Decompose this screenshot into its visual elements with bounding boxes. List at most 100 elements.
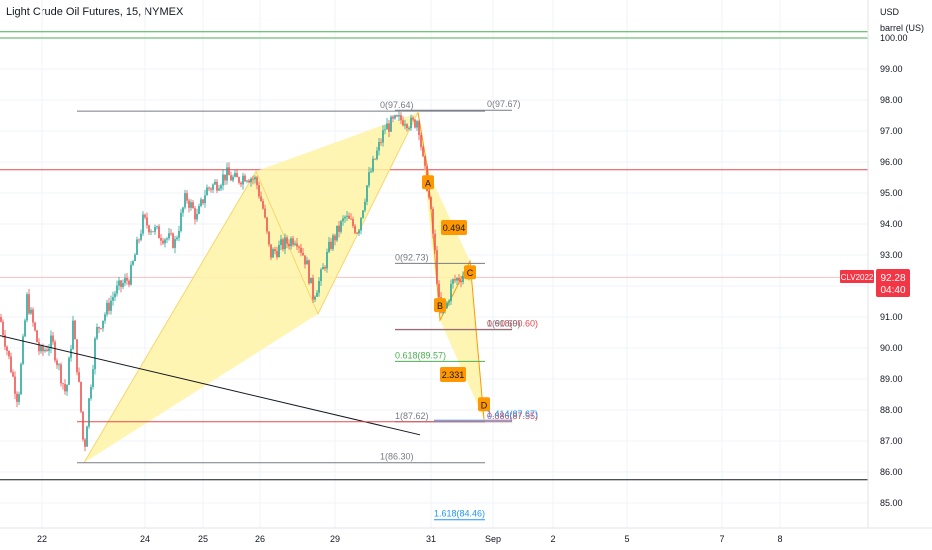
pattern-triangle (84, 171, 318, 463)
candle-body (292, 238, 294, 245)
candle-body (66, 384, 68, 392)
candle-body (120, 280, 122, 287)
candle-body (82, 411, 84, 440)
y-tick-label: 97.00 (880, 126, 903, 136)
candle-body (434, 233, 436, 251)
candle-body (158, 226, 160, 239)
candle-body (346, 215, 348, 217)
point-label-b: B (437, 301, 443, 311)
candle-body (126, 277, 128, 281)
price-badge-bg (876, 269, 910, 297)
candle-body (92, 369, 94, 387)
candle-body (40, 346, 42, 352)
candle-body (58, 364, 60, 366)
candle-body (118, 280, 120, 286)
candle-body (2, 321, 4, 335)
x-tick-label: 8 (777, 534, 782, 544)
candle-body (154, 227, 156, 232)
price-badge-value: 92.28 (880, 273, 905, 284)
candle-body (400, 115, 402, 121)
candle-body (210, 188, 212, 190)
candle-body (86, 426, 88, 447)
candle-body (302, 252, 304, 256)
candle-body (18, 394, 20, 402)
candle-body (360, 217, 362, 231)
candle-body (348, 215, 350, 219)
candle-body (182, 207, 184, 213)
grid-layer (0, 0, 868, 528)
fib-label: 0.886(87.55) (487, 411, 538, 421)
candle-body (410, 117, 412, 129)
candle-body (236, 173, 238, 178)
candle-body (428, 191, 430, 198)
y-tick-label: 87.00 (880, 436, 903, 446)
point-label-c: C (467, 268, 474, 278)
ratio-badge-text: 2.331 (442, 370, 465, 380)
candle-body (36, 330, 38, 343)
candle-body (338, 225, 340, 232)
candle-body (156, 226, 158, 228)
candle-body (144, 214, 146, 218)
candle-body (368, 172, 370, 186)
candle-body (72, 320, 74, 349)
candle-body (452, 279, 454, 284)
candle-body (176, 237, 178, 240)
candle-body (102, 320, 104, 329)
candle-body (94, 338, 96, 370)
candle-body (380, 142, 382, 143)
y-tick-label: 95.00 (880, 188, 903, 198)
candle-body (330, 241, 332, 249)
candle-body (432, 208, 434, 234)
fib-levels: 0(97.64) 0(97.67) 0(92.73) 0.618(90.60)1(90… (77, 99, 538, 521)
candle-body (204, 195, 206, 204)
candle-body (202, 199, 204, 204)
last-price-badge: CLV2022 92.28 04:40 (840, 269, 910, 297)
trend-lines (0, 335, 421, 436)
symbol-badge-text: CLV2022 (841, 273, 874, 282)
candle-body (460, 280, 462, 283)
candle-body (112, 297, 114, 301)
candle-body (372, 158, 374, 172)
y-tick-label: 100.00 (880, 33, 908, 43)
candle-body (282, 239, 284, 250)
candle-body (390, 116, 392, 132)
candle-body (396, 115, 398, 117)
candle-body (262, 201, 264, 209)
candle-body (78, 372, 80, 382)
candle-body (0, 317, 2, 322)
candle-body (288, 243, 290, 247)
candle-body (188, 200, 190, 208)
candle-body (332, 235, 334, 249)
candle-body (420, 134, 422, 147)
candle-body (308, 260, 310, 284)
candle-body (370, 171, 372, 173)
trend-line (0, 335, 421, 436)
candle-body (374, 158, 376, 160)
candle-body (446, 302, 448, 309)
candle-body (208, 187, 210, 189)
candle-body (96, 327, 98, 339)
candle-body (268, 231, 270, 245)
candle-body (254, 177, 256, 180)
candle-body (418, 121, 420, 135)
candle-body (64, 384, 66, 392)
candle-body (312, 277, 314, 300)
symbol-badge-bg (840, 270, 874, 283)
price-badge-countdown: 04:40 (880, 285, 905, 296)
ratio-badge-bg (441, 220, 467, 235)
candle-body (110, 300, 112, 311)
candle-body (134, 254, 136, 262)
y-tick-label: 96.00 (880, 157, 903, 167)
candle-body (350, 218, 352, 220)
ratio-badge-bg (440, 367, 466, 382)
candle-body (38, 342, 40, 352)
candle-body (152, 231, 154, 233)
candle-body (258, 185, 260, 197)
candle-body (34, 322, 36, 331)
candle-body (74, 320, 76, 340)
candle-body (320, 269, 322, 282)
candle-body (414, 119, 416, 128)
candle-body (392, 116, 394, 119)
candle-body (196, 213, 198, 220)
